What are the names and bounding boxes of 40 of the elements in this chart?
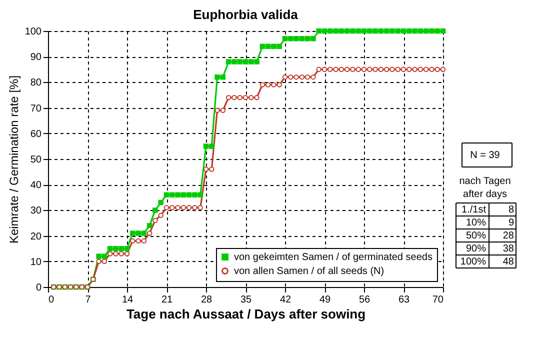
legend-label: von gekeimten Samen / of germinated seeds [234,252,432,263]
x-tick-label: 14 [122,294,134,306]
x-tick-label: 7 [85,294,92,306]
y-tick-label: 50 [30,154,42,166]
text: N = 39 [470,150,500,161]
text: 10% [466,218,486,228]
x-tick-label: 63 [398,294,410,306]
y-tick-label: 60 [30,128,42,140]
y-tick-label: 40 [30,180,42,192]
y-tick-label: 90 [30,52,42,64]
text: 28 [502,230,514,242]
y-tick-label: 100 [24,26,42,38]
y-tick-label: 0 [36,282,42,294]
text: 50% [466,230,486,242]
legend-label: von allen Samen / of all seeds (N) [234,266,384,277]
text: nach Tagen [459,176,511,187]
x-tick-label: 70 [432,294,444,306]
y-tick-label: 80 [30,78,42,89]
x-tick-label: 28 [200,294,212,306]
y-tick-label: 70 [30,103,42,114]
text: 1./1st [462,204,486,216]
x-axis-title: Tage nach Aussaat / Days after sowing [126,306,366,322]
x-tick-label: 56 [358,294,370,306]
chart-title: Euphorbia valida [193,7,299,22]
text: 9 [508,218,514,228]
y-axis-title: Keimrate / Germination rate [%] [6,75,21,244]
text: 90% [466,244,486,254]
x-tick-label: 42 [280,294,292,306]
y-tick-label: 30 [30,206,42,217]
x-tick-label: 49 [319,294,331,306]
text: 38 [502,244,514,254]
y-tick-label: 10 [30,256,42,268]
y-tick-label: 20 [30,231,42,242]
x-tick-label: 35 [240,294,252,306]
text: 8 [508,204,514,216]
text: 100% [460,256,486,268]
x-tick-label: 0 [48,294,54,306]
text: 48 [502,256,514,268]
text: after days [463,189,507,200]
x-tick-label: 21 [161,294,173,306]
